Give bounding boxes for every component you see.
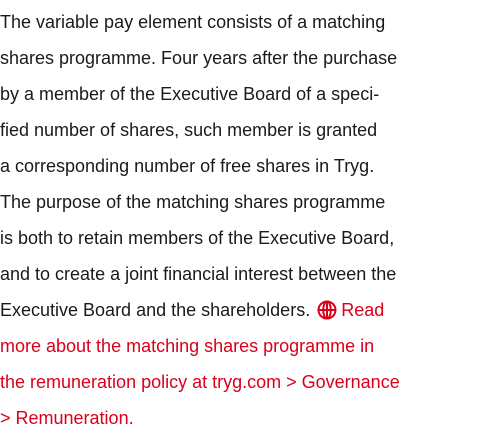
body-text: The purpose of the matching shares progr… [0, 192, 386, 212]
text-line: Executive Board and the shareholders. Re… [0, 292, 486, 328]
link-text[interactable]: Read [341, 300, 385, 320]
body-text: The variable pay element consists of a m… [0, 12, 386, 32]
body-text: Executive Board and the shareholders. [0, 300, 311, 320]
text-line: shares programme. Four years after the p… [0, 40, 486, 76]
text-line: is both to retain members of the Executi… [0, 220, 486, 256]
text-line: by a member of the Executive Board of a … [0, 76, 486, 112]
text-line: > Remuneration. [0, 400, 486, 436]
body-text: shares programme. Four years after the p… [0, 48, 398, 68]
link-text[interactable]: more about the matching shares programme… [0, 336, 375, 356]
link-text[interactable]: the remuneration policy at tryg.com > Go… [0, 372, 400, 392]
text-line: the remuneration policy at tryg.com > Go… [0, 364, 486, 400]
body-text: a corresponding number of free shares in… [0, 156, 375, 176]
body-text: fied number of shares, such member is gr… [0, 120, 378, 140]
link-text[interactable]: > Remuneration. [0, 408, 134, 428]
text-line: more about the matching shares programme… [0, 328, 486, 364]
body-text: is both to retain members of the Executi… [0, 228, 395, 248]
body-text: and to create a joint financial interest… [0, 264, 397, 284]
body-text: by a member of the Executive Board of a … [0, 84, 380, 104]
text-line: a corresponding number of free shares in… [0, 148, 486, 184]
globe-icon [317, 300, 337, 320]
text-line: The purpose of the matching shares progr… [0, 184, 486, 220]
text-line: The variable pay element consists of a m… [0, 4, 486, 40]
text-line: and to create a joint financial interest… [0, 256, 486, 292]
text-line: fied number of shares, such member is gr… [0, 112, 486, 148]
